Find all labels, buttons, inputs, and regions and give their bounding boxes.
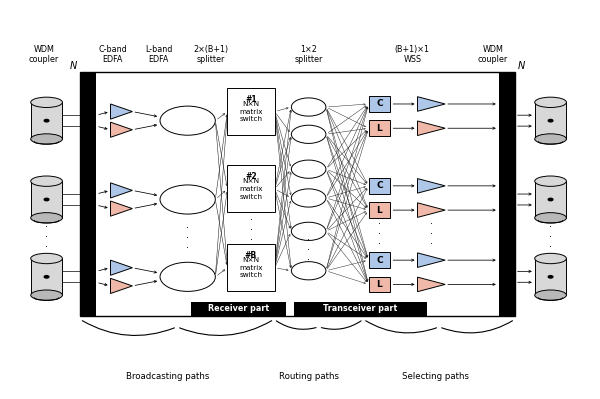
Text: N×N
matrix
switch: N×N matrix switch — [239, 101, 263, 122]
Bar — [294, 302, 427, 316]
Ellipse shape — [535, 213, 566, 223]
Circle shape — [44, 276, 49, 278]
Text: 1×2
splitter: 1×2 splitter — [295, 45, 323, 64]
Polygon shape — [110, 201, 133, 216]
Circle shape — [548, 119, 553, 122]
Ellipse shape — [535, 134, 566, 144]
Text: WDM
coupler: WDM coupler — [478, 45, 508, 64]
Bar — [80, 72, 515, 316]
Ellipse shape — [31, 213, 62, 223]
Circle shape — [44, 198, 49, 201]
Circle shape — [44, 119, 49, 122]
Polygon shape — [418, 179, 445, 193]
FancyBboxPatch shape — [368, 252, 391, 268]
Polygon shape — [110, 279, 133, 294]
Polygon shape — [418, 277, 445, 292]
Bar — [31, 181, 62, 218]
Bar — [499, 72, 515, 316]
Circle shape — [160, 185, 215, 214]
Text: ·
·
·: · · · — [250, 215, 253, 245]
Text: L: L — [377, 124, 382, 133]
Polygon shape — [418, 253, 445, 267]
Bar — [535, 259, 566, 295]
Polygon shape — [110, 104, 133, 119]
Bar — [535, 181, 566, 218]
Text: Routing paths: Routing paths — [278, 372, 338, 381]
Text: #B: #B — [245, 251, 257, 260]
Text: C: C — [376, 256, 383, 265]
Ellipse shape — [31, 176, 62, 186]
Text: Broadcasting paths: Broadcasting paths — [126, 372, 209, 381]
Text: L: L — [377, 280, 382, 289]
Text: C: C — [376, 99, 383, 109]
Polygon shape — [110, 260, 133, 275]
FancyBboxPatch shape — [368, 202, 391, 218]
Circle shape — [548, 276, 553, 278]
Text: C: C — [376, 182, 383, 190]
Text: N×N
matrix
switch: N×N matrix switch — [239, 178, 263, 200]
FancyBboxPatch shape — [227, 244, 275, 291]
Ellipse shape — [31, 97, 62, 107]
Ellipse shape — [535, 97, 566, 107]
Text: ·
·
·: · · · — [378, 219, 381, 249]
FancyBboxPatch shape — [368, 277, 391, 292]
Text: L: L — [377, 205, 382, 215]
Ellipse shape — [535, 253, 566, 264]
Ellipse shape — [535, 290, 566, 300]
Bar — [80, 72, 96, 316]
Text: Receiver part: Receiver part — [208, 304, 269, 314]
Ellipse shape — [31, 253, 62, 264]
Circle shape — [160, 106, 215, 135]
Ellipse shape — [31, 290, 62, 300]
Text: N: N — [70, 61, 77, 71]
Ellipse shape — [31, 134, 62, 144]
Text: #1: #1 — [245, 95, 257, 104]
Text: #2: #2 — [245, 172, 257, 181]
Text: (B+1)×1
WSS: (B+1)×1 WSS — [395, 45, 430, 64]
Text: L-band
EDFA: L-band EDFA — [145, 45, 173, 64]
FancyBboxPatch shape — [368, 96, 391, 112]
Ellipse shape — [535, 176, 566, 186]
Polygon shape — [418, 203, 445, 217]
Circle shape — [160, 262, 215, 291]
Text: Selecting paths: Selecting paths — [402, 372, 469, 381]
Text: ·
·
·: · · · — [307, 235, 310, 265]
Text: ·
·
·: · · · — [45, 222, 48, 253]
Circle shape — [292, 262, 326, 280]
Bar — [191, 302, 286, 316]
Polygon shape — [110, 183, 133, 198]
FancyBboxPatch shape — [227, 165, 275, 212]
Circle shape — [292, 189, 326, 207]
Text: Transceiver part: Transceiver part — [323, 304, 398, 314]
Circle shape — [292, 222, 326, 241]
FancyBboxPatch shape — [368, 178, 391, 194]
Circle shape — [292, 160, 326, 178]
Text: N×N
matrix
switch: N×N matrix switch — [239, 257, 263, 279]
Text: 2×(B+1)
splitter: 2×(B+1) splitter — [193, 45, 228, 64]
Circle shape — [292, 125, 326, 143]
Bar — [535, 102, 566, 139]
Polygon shape — [418, 97, 445, 111]
Text: ·
·
·: · · · — [186, 223, 189, 253]
Text: ·
·
·: · · · — [549, 222, 552, 253]
Text: N: N — [518, 61, 525, 71]
Bar — [31, 102, 62, 139]
Text: C-band
EDFA: C-band EDFA — [98, 45, 127, 64]
Bar — [31, 259, 62, 295]
FancyBboxPatch shape — [368, 120, 391, 136]
Polygon shape — [110, 122, 133, 137]
Polygon shape — [418, 121, 445, 136]
Circle shape — [548, 198, 553, 201]
Text: WDM
coupler: WDM coupler — [29, 45, 59, 64]
Circle shape — [292, 98, 326, 116]
Text: ·
·
·: · · · — [430, 219, 433, 249]
FancyBboxPatch shape — [227, 88, 275, 135]
